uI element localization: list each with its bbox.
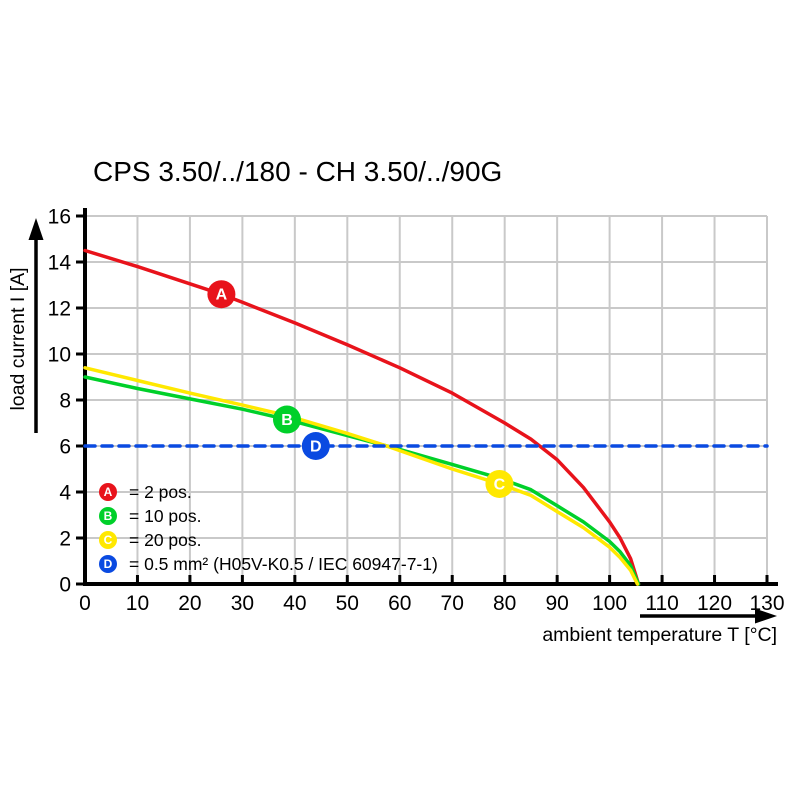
curve-marker-letter: D xyxy=(310,439,322,456)
legend-marker-d-icon: D xyxy=(99,555,117,573)
curve-marker-letter: C xyxy=(494,476,506,493)
legend-marker-b-letter: B xyxy=(103,509,113,523)
y-tick-label: 4 xyxy=(59,482,71,505)
x-axis-label: ambient temperature T [°C] xyxy=(542,624,777,646)
legend-label-a: = 2 pos. xyxy=(129,481,192,502)
legend-marker-a-letter: A xyxy=(103,485,113,499)
x-axis-arrowhead-icon xyxy=(755,608,777,624)
legend-item-c: C = 20 pos. xyxy=(99,528,438,552)
x-tick-label: 120 xyxy=(697,592,732,615)
chart-legend: A = 2 pos. B = 10 pos. C = 20 pos. D = 0… xyxy=(99,480,438,576)
y-tick-label: 8 xyxy=(59,390,71,413)
legend-marker-b-icon: B xyxy=(99,507,117,525)
x-tick-label: 70 xyxy=(441,592,464,615)
curve-marker-d-icon xyxy=(301,432,330,460)
y-tick-label: 12 xyxy=(48,298,71,321)
legend-label-d: = 0.5 mm² (H05V-K0.5 / IEC 60947-7-1) xyxy=(129,553,438,574)
curve-c xyxy=(83,366,640,586)
chart-title: CPS 3.50/../180 - CH 3.50/../90G xyxy=(93,156,503,187)
x-tick-label: 60 xyxy=(388,592,411,615)
y-tick-label: 14 xyxy=(48,252,72,275)
curve-marker-a-icon xyxy=(207,280,236,309)
y-tick-label: 2 xyxy=(59,528,71,551)
y-tick-label: 6 xyxy=(59,436,71,459)
legend-marker-c-letter: C xyxy=(103,533,113,547)
legend-marker-c-icon: C xyxy=(99,531,117,549)
x-tick-label: 20 xyxy=(178,592,201,615)
legend-label-b: = 10 pos. xyxy=(129,505,202,526)
y-tick-label: 16 xyxy=(48,206,71,229)
legend-item-d: D = 0.5 mm² (H05V-K0.5 / IEC 60947-7-1) xyxy=(99,552,438,576)
x-tick-label: 50 xyxy=(336,592,359,615)
x-tick-label: 0 xyxy=(79,592,91,615)
y-axis-label: load current I [A] xyxy=(7,267,29,410)
legend-item-a: A = 2 pos. xyxy=(99,480,438,504)
y-tick-label: 0 xyxy=(59,574,71,597)
legend-item-b: B = 10 pos. xyxy=(99,504,438,528)
x-tick-label: 100 xyxy=(592,592,627,615)
curve-marker-c-icon xyxy=(485,469,514,498)
curve-marker-b-icon xyxy=(272,405,301,434)
x-tick-label: 90 xyxy=(545,592,568,615)
x-tick-label: 80 xyxy=(493,592,516,615)
legend-label-c: = 20 pos. xyxy=(129,529,202,550)
y-tick-label: 10 xyxy=(48,344,71,367)
x-tick-label: 30 xyxy=(231,592,254,615)
x-tick-label: 10 xyxy=(126,592,149,615)
x-tick-label: 110 xyxy=(645,592,678,615)
legend-marker-d-letter: D xyxy=(103,557,113,571)
legend-marker-a-icon: A xyxy=(99,483,117,501)
curve-b xyxy=(83,375,641,586)
x-tick-label: 40 xyxy=(283,592,306,615)
x-tick-label: 130 xyxy=(749,592,784,615)
curve-marker-letter: B xyxy=(281,412,293,429)
y-axis-arrowhead-icon xyxy=(28,218,44,240)
curve-marker-letter: A xyxy=(216,287,228,304)
